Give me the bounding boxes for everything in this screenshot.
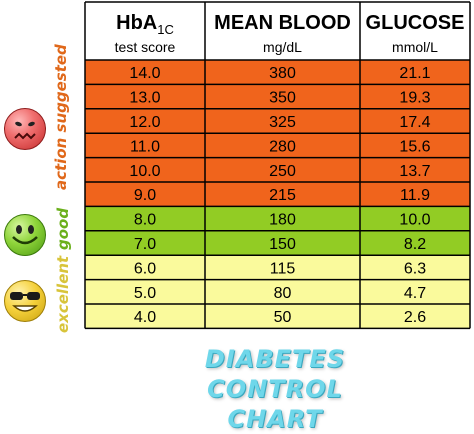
good-label: good [54, 207, 72, 250]
cell-mgdl: 380 [269, 65, 296, 82]
header-test-score: test score [115, 39, 176, 55]
chart-title-line1: DIABETES CONTROL [204, 345, 346, 403]
header-hba1c: HbA1C [116, 12, 174, 37]
header-mg-dl: mg/dL [263, 39, 302, 55]
header-background [85, 2, 470, 60]
cell-mmol: 10.0 [399, 212, 430, 229]
cell-mgdl: 350 [269, 90, 296, 107]
cell-mmol: 11.9 [400, 187, 430, 204]
cell-hba1c: 14.0 [129, 65, 160, 82]
chart-title: DIABETES CONTROL CHART [150, 344, 400, 434]
table-body: 14.0 380 21.1 13.0 350 19.3 12.0 325 17.4 11.0 280… [85, 60, 470, 329]
cell-mmol: 2.6 [404, 309, 426, 326]
row-band-good [85, 230, 470, 256]
row-band-action [85, 84, 470, 109]
sunglasses-face-icon [4, 280, 46, 322]
row-band-action [85, 157, 470, 182]
table-header: HbA1C test score MEAN BLOOD mg/dL GLUCOSE mmo… [85, 2, 470, 60]
happy-face-icon [4, 214, 46, 256]
cell-mmol: 8.2 [404, 236, 426, 253]
table-row: 12.0 325 17.4 [85, 108, 470, 134]
header-mean-blood: MEAN BLOOD [214, 12, 351, 34]
table-row: 11.0 280 15.6 [85, 133, 470, 158]
table-row: 6.0 115 6.3 [85, 255, 470, 280]
chart-title-line2: CHART [227, 405, 323, 433]
cell-hba1c: 5.0 [134, 285, 156, 302]
cell-mmol: 19.3 [399, 90, 430, 107]
row-band-excellent [85, 255, 470, 280]
cell-mgdl: 250 [269, 163, 296, 180]
action-suggested-label: action suggested [52, 44, 70, 190]
glucose-table: HbA1C test score MEAN BLOOD mg/dL GLUCOSE mmo… [84, 1, 471, 330]
cell-hba1c: 11.0 [130, 138, 160, 155]
cell-hba1c: 8.0 [134, 212, 156, 229]
cell-mgdl: 50 [274, 309, 292, 326]
table-row: 7.0 150 8.2 [85, 230, 470, 256]
cell-mgdl: 150 [269, 236, 296, 253]
table-row: 5.0 80 4.7 [85, 279, 470, 304]
cell-mmol: 17.4 [399, 114, 430, 131]
cell-mgdl: 215 [269, 187, 296, 204]
header-mmol-l: mmol/L [392, 39, 438, 55]
excellent-label: excellent [54, 255, 72, 333]
table-row: 9.0 215 11.9 [85, 182, 470, 207]
cell-mgdl: 80 [274, 285, 292, 302]
row-band-excellent [85, 279, 470, 304]
rating-faces [0, 0, 85, 340]
cell-mmol: 13.7 [399, 163, 430, 180]
header-glucose: GLUCOSE [366, 12, 465, 34]
row-band-action [85, 133, 470, 158]
cell-hba1c: 10.0 [129, 163, 160, 180]
cell-mgdl: 115 [270, 260, 296, 277]
table-gridlines [84, 1, 471, 330]
cell-hba1c: 12.0 [129, 114, 160, 131]
cell-hba1c: 7.0 [134, 236, 156, 253]
table-row: 13.0 350 19.3 [85, 84, 470, 109]
row-band-good [85, 206, 470, 231]
cell-hba1c: 13.0 [129, 90, 160, 107]
cell-mgdl: 325 [269, 114, 296, 131]
row-band-action [85, 182, 470, 207]
cell-mmol: 21.1 [399, 65, 430, 82]
cell-mmol: 4.7 [404, 285, 426, 302]
table-row: 4.0 50 2.6 [85, 304, 470, 329]
cell-mmol: 6.3 [404, 260, 426, 277]
cell-hba1c: 4.0 [134, 309, 156, 326]
row-band-excellent [85, 304, 470, 329]
table-row: 10.0 250 13.7 [85, 157, 470, 182]
cell-hba1c: 9.0 [134, 187, 156, 204]
cell-mgdl: 180 [269, 212, 296, 229]
row-band-action [85, 60, 470, 85]
cell-mmol: 15.6 [399, 138, 430, 155]
cell-mgdl: 280 [269, 138, 296, 155]
cell-hba1c: 6.0 [134, 260, 156, 277]
row-band-action [85, 108, 470, 134]
table-row: 14.0 380 21.1 [85, 60, 470, 85]
sad-face-icon [4, 108, 46, 150]
table-row: 8.0 180 10.0 [85, 206, 470, 231]
